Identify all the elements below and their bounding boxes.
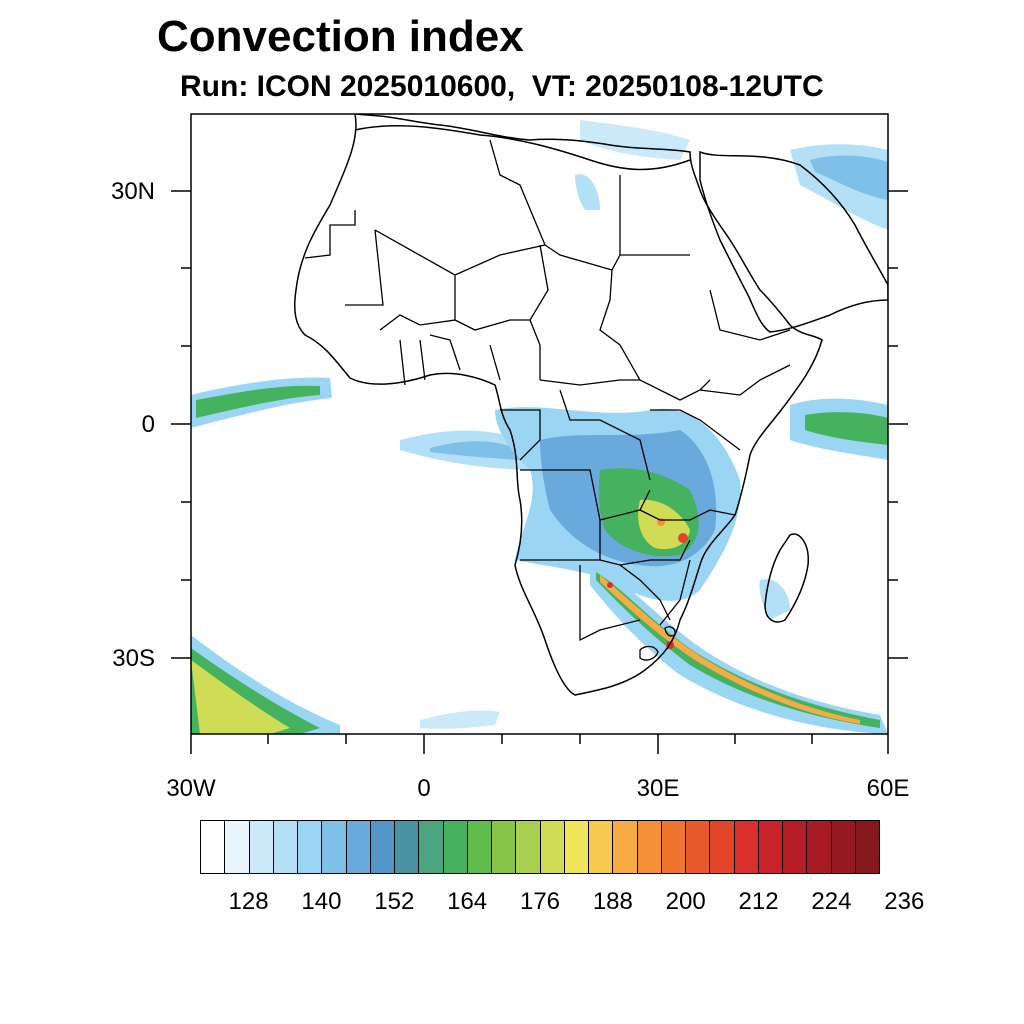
colorbar: [200, 820, 880, 874]
colorbar-label: 176: [519, 888, 561, 915]
colorbar-swatch: [395, 821, 420, 873]
lat-label-0: 0: [141, 411, 155, 438]
axis-ticks: [171, 190, 908, 754]
lon-label-0: 0: [417, 775, 431, 802]
lon-label-30e: 30E: [636, 775, 680, 802]
colorbar-label: 212: [738, 888, 779, 915]
colorbar-label: 188: [592, 888, 633, 915]
colorbar-swatch: [807, 821, 832, 873]
colorbar-swatch: [492, 821, 517, 873]
lon-label-30w: 30W: [166, 775, 216, 802]
colorbar-swatch: [831, 821, 856, 873]
colorbar-swatch: [298, 821, 323, 873]
colorbar-swatch: [225, 821, 250, 873]
colorbar-swatch: [589, 821, 614, 873]
colorbar-swatch: [783, 821, 808, 873]
convection-shading: [191, 120, 888, 734]
colorbar-swatch: [540, 821, 565, 873]
colorbar-label: 236: [884, 888, 925, 915]
colorbar-swatch: [613, 821, 638, 873]
colorbar-label: 224: [811, 888, 852, 915]
colorbar-label: 152: [374, 888, 415, 915]
colorbar-swatch: [734, 821, 759, 873]
chart-title: Convection index: [157, 12, 524, 61]
coastlines: [293, 114, 888, 696]
colorbar-label: 200: [665, 888, 706, 915]
lat-label-30s: 30S: [112, 645, 155, 672]
colorbar-label: 164: [447, 888, 488, 915]
colorbar-swatch: [201, 821, 226, 873]
colorbar-swatch: [661, 821, 686, 873]
colorbar-swatch: [467, 821, 492, 873]
lon-label-60e: 60E: [866, 775, 910, 802]
colorbar-swatch: [370, 821, 395, 873]
colorbar-swatch: [322, 821, 347, 873]
colorbar-swatch: [686, 821, 711, 873]
colorbar-swatch: [249, 821, 274, 873]
lat-label-30n: 30N: [110, 178, 155, 205]
country-borders: [304, 139, 791, 661]
colorbar-swatch: [637, 821, 662, 873]
colorbar-swatch: [855, 821, 879, 873]
colorbar-swatch: [346, 821, 371, 873]
colorbar-swatch: [443, 821, 468, 873]
colorbar-swatch: [419, 821, 444, 873]
colorbar-swatch: [710, 821, 735, 873]
colorbar-swatch: [758, 821, 783, 873]
colorbar-swatch: [564, 821, 589, 873]
colorbar-swatch: [516, 821, 541, 873]
chart-subtitle: Run: ICON 2025010600, VT: 20250108-12UTC: [180, 70, 824, 103]
colorbar-swatch: [273, 821, 298, 873]
colorbar-label: 140: [301, 888, 342, 915]
colorbar-label: 128: [228, 888, 269, 915]
